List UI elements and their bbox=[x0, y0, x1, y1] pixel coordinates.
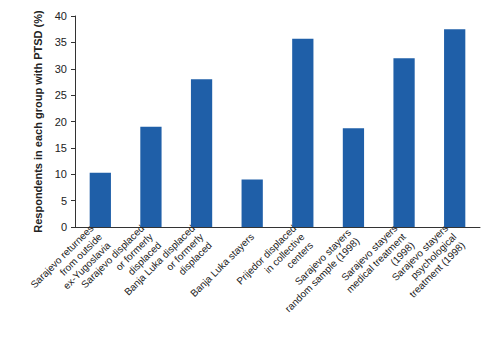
svg-text:25: 25 bbox=[55, 89, 67, 101]
svg-text:or formerly: or formerly bbox=[163, 231, 206, 273]
svg-text:medical treatment: medical treatment bbox=[344, 231, 408, 295]
svg-text:5: 5 bbox=[61, 195, 67, 207]
svg-text:Respondents in each group with: Respondents in each group with PTSD (%) bbox=[32, 10, 44, 233]
svg-text:in collective: in collective bbox=[262, 231, 307, 276]
svg-text:psychological: psychological bbox=[408, 231, 459, 282]
svg-text:15: 15 bbox=[55, 142, 67, 154]
svg-text:Banja Luka stayers: Banja Luka stayers bbox=[188, 231, 256, 299]
svg-text:Sarajevo stayers: Sarajevo stayers bbox=[292, 226, 354, 288]
svg-text:Sarajevo displaced: Sarajevo displaced bbox=[78, 222, 147, 291]
svg-text:from outside: from outside bbox=[57, 231, 105, 278]
svg-text:displaced: displaced bbox=[176, 239, 214, 278]
svg-text:random sample (1998): random sample (1998) bbox=[282, 235, 362, 315]
svg-text:(1998): (1998) bbox=[388, 239, 417, 268]
svg-text:treatment (1998): treatment (1998) bbox=[407, 240, 467, 300]
svg-text:Sarajevo stayers: Sarajevo stayers bbox=[389, 222, 451, 283]
svg-text:ex-Yugoslavia: ex-Yugoslavia bbox=[60, 239, 113, 292]
svg-text:centers: centers bbox=[284, 239, 316, 271]
svg-text:Banja Luka displaced: Banja Luka displaced bbox=[122, 222, 197, 298]
svg-text:10: 10 bbox=[55, 168, 67, 180]
svg-text:0: 0 bbox=[61, 221, 67, 233]
svg-text:35: 35 bbox=[55, 36, 67, 48]
svg-text:Prijedor displaced: Prijedor displaced bbox=[234, 222, 299, 287]
svg-text:displaced: displaced bbox=[125, 239, 164, 278]
svg-text:or formerly: or formerly bbox=[113, 231, 155, 273]
svg-text:40: 40 bbox=[55, 10, 67, 22]
svg-text:20: 20 bbox=[55, 116, 67, 128]
svg-text:Sarajevo stayers: Sarajevo stayers bbox=[339, 222, 400, 283]
svg-text:30: 30 bbox=[55, 63, 67, 75]
svg-text:Sarajevo returnees: Sarajevo returnees bbox=[28, 222, 96, 291]
